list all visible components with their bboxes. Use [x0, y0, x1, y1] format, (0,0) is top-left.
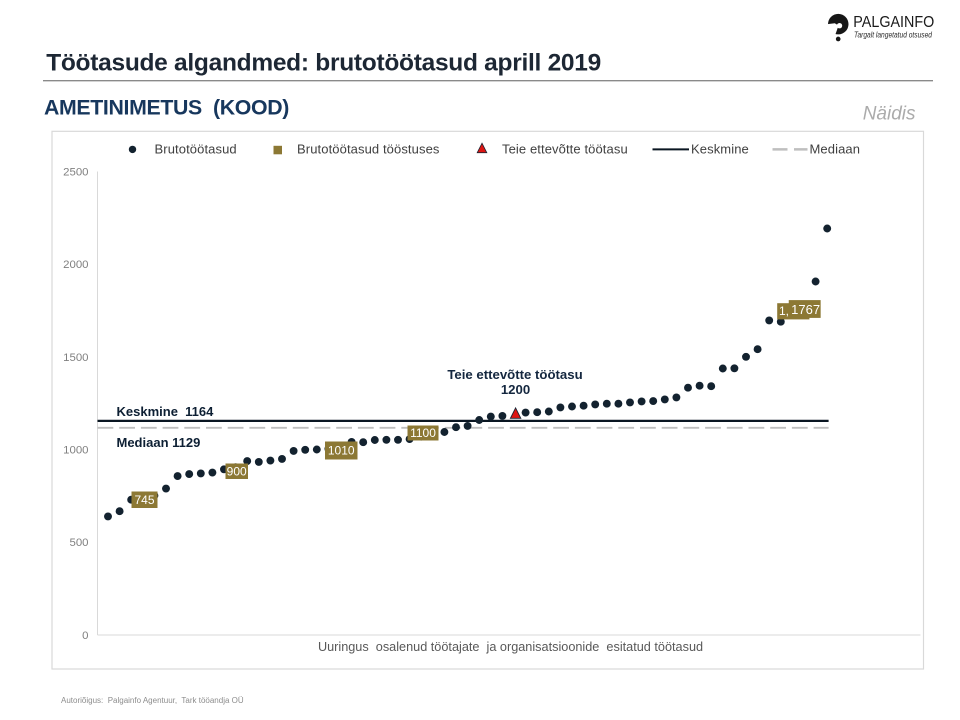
svg-text:Näidis: Näidis	[863, 104, 916, 125]
svg-text:Uuringus osalenud töötajate: Uuringus osalenud töötajate ja organisat…	[318, 640, 703, 654]
svg-text:Targalt langetatud otsused: Targalt langetatud otsused	[854, 30, 932, 39]
svg-text:500: 500	[69, 537, 88, 549]
svg-text:Teie ettevõtte töötasu: Teie ettevõtte töötasu	[447, 367, 582, 382]
svg-text:AMETINIMETUS (KOOD): AMETINIMETUS (KOOD)	[44, 95, 289, 119]
svg-text:1500: 1500	[63, 352, 88, 364]
svg-text:Keskmine 1164: Keskmine 1164	[117, 404, 215, 419]
svg-text:1100: 1100	[410, 426, 436, 440]
svg-text:Töötasude algandmed: brutotööt: Töötasude algandmed: brutotöötasud april…	[46, 49, 601, 76]
svg-text:Mediaan 1129: Mediaan 1129	[117, 435, 201, 450]
svg-text:1000: 1000	[63, 445, 88, 457]
svg-text:2500: 2500	[63, 167, 88, 179]
svg-text:Keskmine: Keskmine	[691, 142, 749, 157]
svg-text:1200: 1200	[501, 382, 530, 397]
svg-text:1010: 1010	[328, 444, 355, 458]
svg-text:Autoriõigus: Palgainfo Agentu: Autoriõigus: Palgainfo Agentuur, Tark tö…	[61, 696, 244, 705]
svg-text:Brutotöötasud: Brutotöötasud	[155, 142, 237, 157]
svg-text:745: 745	[134, 493, 154, 507]
svg-text:Mediaan: Mediaan	[810, 142, 861, 157]
svg-text:Brutotöötasud tööstuses: Brutotöötasud tööstuses	[297, 142, 440, 157]
svg-text:1767: 1767	[791, 302, 820, 317]
svg-text:0: 0	[82, 630, 88, 642]
svg-text:Teie ettevõtte töötasu: Teie ettevõtte töötasu	[502, 142, 628, 157]
svg-text:1,: 1,	[779, 304, 789, 318]
svg-text:PALGAINFO: PALGAINFO	[853, 14, 934, 31]
svg-text:900: 900	[227, 464, 247, 478]
svg-text:2000: 2000	[63, 259, 88, 271]
